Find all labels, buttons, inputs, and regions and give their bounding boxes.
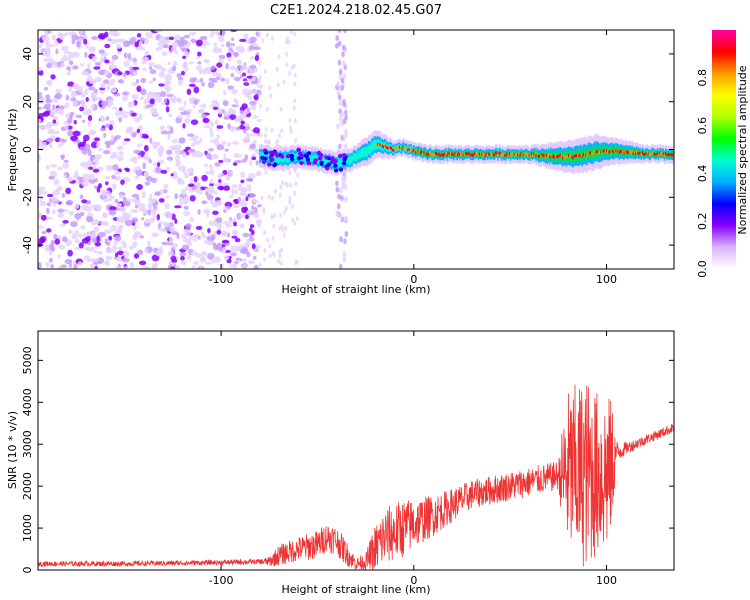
snr-xtick-label: -100 xyxy=(209,574,234,587)
spectrogram-ytick-label: 0 xyxy=(21,146,34,153)
snr-series-line xyxy=(38,384,674,570)
spectrogram-ytick-label: -40 xyxy=(21,236,34,254)
snr-ytick-label: 5000 xyxy=(21,346,34,374)
snr-xtick-label: 0 xyxy=(410,574,417,587)
spectrogram-axes: -100 0 100 -40 -20 0 20 40 xyxy=(21,30,674,286)
figure-title: C2E1.2024.218.02.45.G07 xyxy=(270,3,442,18)
colorbar-tick-label: 0.2 xyxy=(696,212,709,230)
colorbar-gradient xyxy=(712,30,736,269)
spectrogram-xtick-label: 0 xyxy=(410,273,417,286)
snr-frame xyxy=(37,330,675,571)
colorbar-tick-label: 0.4 xyxy=(696,165,709,183)
spectrogram-image xyxy=(38,30,674,269)
colorbar-tick-label: 0.0 xyxy=(696,260,709,278)
spectrogram-xlabel: Height of straight line (km) xyxy=(281,283,430,296)
snr-ytick-label: 0 xyxy=(21,567,34,574)
snr-ylabel: SNR (10 * v/v) xyxy=(6,411,19,489)
snr-ytick-label: 2000 xyxy=(21,472,34,500)
snr-xtick-label: 100 xyxy=(596,574,617,587)
snr-ytick-label: 1000 xyxy=(21,514,34,542)
spectrogram-ytick-label: -20 xyxy=(21,188,34,206)
colorbar-tick-label: 0.8 xyxy=(696,69,709,87)
spectrogram-xtick-label: 100 xyxy=(596,273,617,286)
snr-ytick-label: 3000 xyxy=(21,430,34,458)
spectrogram-panel: -100 0 100 -40 -20 0 20 40 Height of straight l… xyxy=(6,29,675,296)
spectrogram-xtick-label: -100 xyxy=(209,273,234,286)
colorbar-tick-label: 0.6 xyxy=(696,117,709,135)
spectrogram-ytick-label: 40 xyxy=(21,47,34,61)
spectrogram-ytick-label: 20 xyxy=(21,95,34,109)
snr-ytick-label: 4000 xyxy=(21,388,34,416)
spectrogram-ylabel: Frequency (Hz) xyxy=(6,109,19,192)
colorbar: 0.0 0.2 0.4 0.6 0.8 Normalized spectral ampl… xyxy=(696,30,749,278)
colorbar-label: Normalized spectral amplitude xyxy=(736,65,749,234)
colorbar-ticks: 0.0 0.2 0.4 0.6 0.8 xyxy=(696,69,709,278)
snr-xlabel: Height of straight line (km) xyxy=(281,583,430,596)
